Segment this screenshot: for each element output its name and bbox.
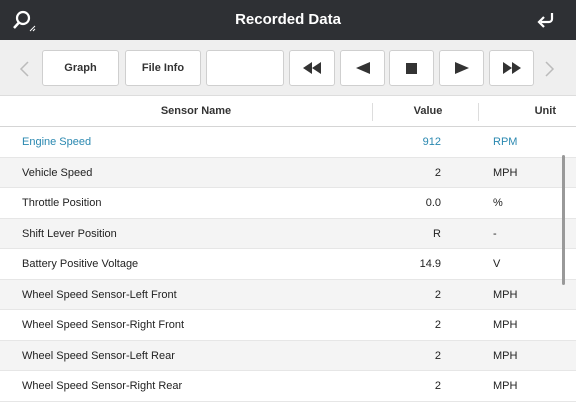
table-row[interactable]: Wheel Speed Sensor-Right Rear 2 MPH [0, 371, 576, 402]
sensor-unit: MPH [493, 288, 518, 301]
sensor-unit: V [493, 258, 501, 270]
graph-button[interactable]: Graph [42, 50, 119, 86]
title: Recorded Data [235, 11, 341, 28]
fast-forward-button[interactable] [489, 50, 534, 86]
sensor-unit: MPH [493, 349, 518, 362]
scrollbar [562, 155, 565, 285]
header-divider [0, 126, 576, 127]
table-row[interactable]: Wheel Speed Sensor-Left Rear 2 MPH [0, 340, 576, 371]
sensor-name: Battery Positive Voltage [22, 258, 139, 270]
stop-button[interactable] [389, 50, 434, 86]
column-header[interactable]: Value [413, 105, 443, 117]
sensor-name: Throttle Position [22, 197, 102, 209]
sensor-unit: % [493, 197, 503, 209]
column-divider [478, 103, 479, 121]
sensor-value: R [433, 227, 441, 240]
rewind-button[interactable] [289, 50, 335, 86]
scroll-left[interactable] [18, 60, 32, 78]
column-header[interactable]: Sensor Name [160, 105, 232, 117]
table-row[interactable]: Throttle Position 0.0% [0, 188, 576, 219]
sensor-unit: MPH [493, 380, 518, 392]
table-row[interactable]: Shift Lever Position R - [0, 218, 576, 249]
table-row[interactable]: Vehicle Speed 2 MPH [0, 157, 576, 188]
sensor-name: Vehicle Speed [22, 166, 93, 179]
sensor-value: 14.9 [419, 258, 441, 270]
scroll-right[interactable] [542, 60, 556, 78]
sensor-value: 0.0 [425, 197, 441, 209]
sensor-value: 2 [434, 349, 441, 362]
sensor-name: Wheel Speed Sensor-Left Rear [22, 349, 175, 362]
sensor-value: 2 [434, 288, 441, 301]
table-row[interactable]: Engine Speed 912 RPM [0, 127, 576, 158]
column-divider [372, 103, 373, 121]
sensor-unit: RPM [493, 136, 518, 148]
back-icon[interactable] [536, 10, 558, 30]
previous-button[interactable] [340, 50, 385, 86]
sensor-value: 2 [434, 166, 441, 179]
sensor-unit: MPH [493, 319, 518, 331]
table-row[interactable]: Wheel Speed Sensor-Left Front 2 MPH [0, 279, 576, 310]
sensor-name: Shift Lever Position [22, 227, 117, 240]
sensor-name: Wheel Speed Sensor-Right Front [22, 319, 185, 331]
sensor-name: Wheel Speed Sensor-Right Rear [22, 380, 183, 392]
column-header[interactable]: Unit [534, 105, 556, 117]
sensor-name: Wheel Speed Sensor-Left Front [22, 288, 177, 301]
sensor-unit: - [493, 227, 497, 240]
table-row[interactable]: Wheel Speed Sensor-Right Front 2 MPH [0, 310, 576, 341]
top-bar [0, 0, 576, 40]
blank-button[interactable] [206, 50, 284, 86]
search-icon[interactable] [12, 8, 38, 34]
sensor-value: 912 [422, 136, 441, 148]
sensor-value: 2 [434, 380, 441, 392]
table-row[interactable]: Battery Positive Voltage 14.9 V [0, 249, 576, 280]
play-button[interactable] [439, 50, 484, 86]
sensor-unit: MPH [493, 166, 518, 179]
sensor-value: 2 [434, 319, 441, 331]
sensor-name: Engine Speed [22, 136, 92, 148]
file-info-button[interactable]: File Info [125, 50, 201, 86]
